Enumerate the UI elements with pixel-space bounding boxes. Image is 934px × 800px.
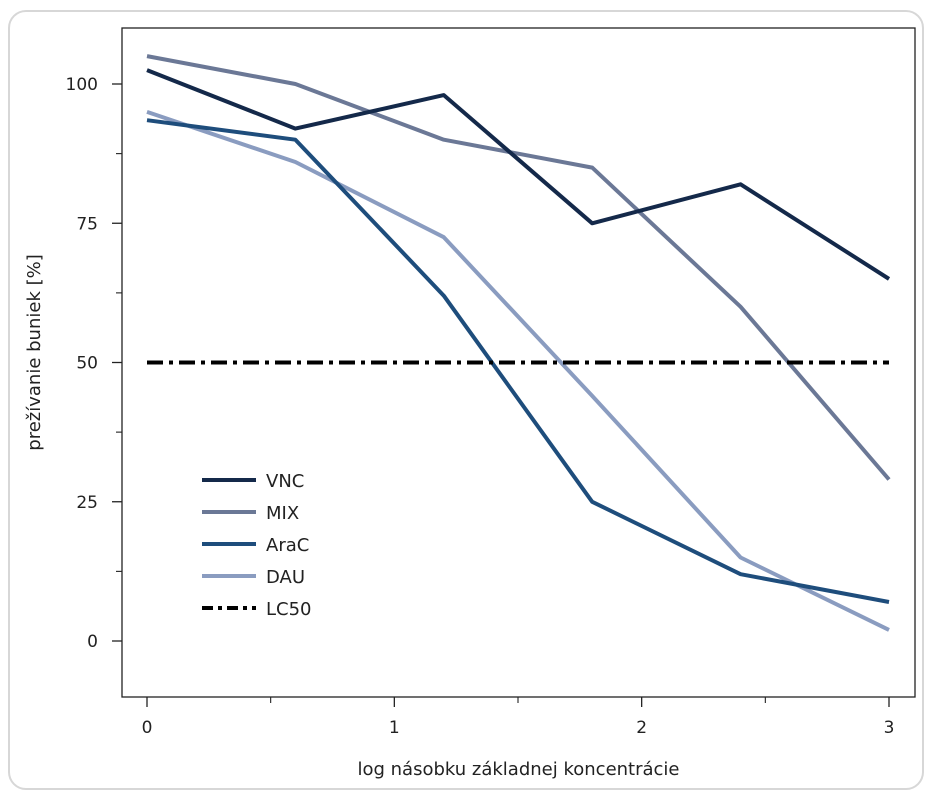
legend-label-arac: AraC [266,535,309,556]
legend-label-mix: MIX [266,503,299,524]
y-axis-title: prežívanie buniek [%] [24,254,45,450]
series-line-mix [146,54,891,481]
series-line-dau [146,110,890,632]
x-tick-label: 2 [636,718,647,738]
legend-label-dau: DAU [266,567,305,588]
legend-label-lc50: LC50 [266,599,312,620]
legend-label-vnc: VNC [266,471,304,492]
y-tick-label: 100 [66,75,98,95]
x-tick-label: 3 [884,718,895,738]
chart-frame [8,10,924,790]
y-tick-label: 75 [76,214,98,234]
x-tick-label: 0 [142,718,153,738]
x-axis-title: log násobku základnej koncentrácie [357,759,679,780]
series-line-vnc [146,68,891,281]
y-tick-label: 50 [76,354,98,374]
x-tick-label: 1 [389,718,400,738]
y-tick-label: 0 [87,632,98,652]
series-line-arac [146,118,890,604]
y-tick-label: 25 [76,493,98,513]
